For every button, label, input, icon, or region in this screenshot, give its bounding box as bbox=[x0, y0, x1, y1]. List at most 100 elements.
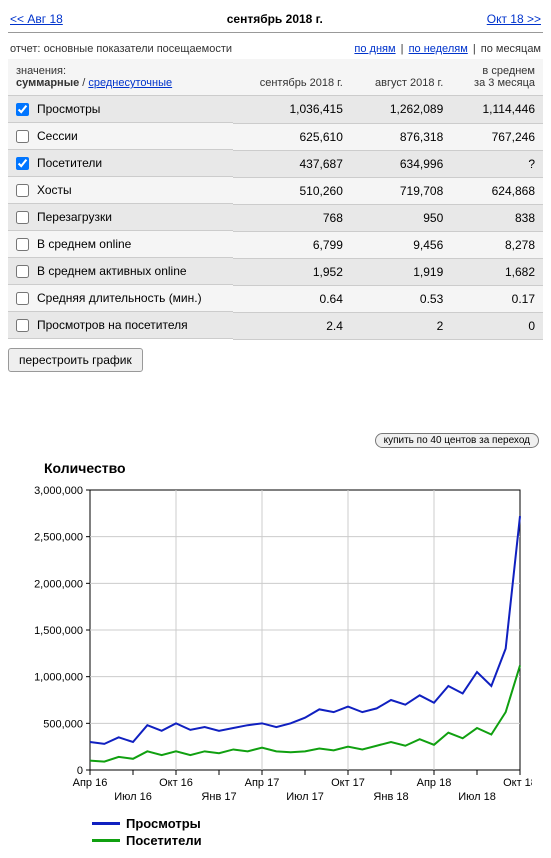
cell-prev: 2 bbox=[351, 312, 451, 339]
svg-text:Янв 17: Янв 17 bbox=[201, 791, 236, 803]
svg-text:2,500,000: 2,500,000 bbox=[34, 531, 83, 543]
separator: | bbox=[399, 43, 406, 55]
svg-text:Апр 18: Апр 18 bbox=[417, 777, 452, 789]
metric-checkbox[interactable] bbox=[16, 184, 29, 197]
cell-avg3m: ? bbox=[451, 150, 543, 177]
cell-avg3m: 1,682 bbox=[451, 258, 543, 285]
table-row: Просмотры 1,036,4151,262,0891,114,446 bbox=[8, 96, 543, 124]
cell-current: 2.4 bbox=[233, 312, 351, 339]
cell-prev: 1,919 bbox=[351, 258, 451, 285]
svg-text:Июл 16: Июл 16 bbox=[114, 791, 152, 803]
metric-checkbox[interactable] bbox=[16, 130, 29, 143]
svg-text:Окт 17: Окт 17 bbox=[331, 777, 365, 789]
metric-checkbox[interactable] bbox=[16, 211, 29, 224]
rebuild-chart-button[interactable]: перестроить график bbox=[8, 348, 143, 372]
cell-prev: 0.53 bbox=[351, 285, 451, 312]
svg-text:Окт 18: Окт 18 bbox=[503, 777, 532, 789]
legend-swatch-views bbox=[92, 822, 120, 825]
svg-text:1,500,000: 1,500,000 bbox=[34, 625, 83, 637]
prev-month-link[interactable]: << Авг 18 bbox=[10, 12, 63, 26]
report-label-text: основные показатели посещаемости bbox=[44, 43, 232, 55]
cell-current: 6,799 bbox=[233, 231, 351, 258]
table-row: Хосты 510,260719,708624,868 bbox=[8, 177, 543, 204]
cell-avg3m: 1,114,446 bbox=[451, 96, 543, 124]
metric-checkbox[interactable] bbox=[16, 238, 29, 251]
col-current-month: сентябрь 2018 г. bbox=[233, 59, 351, 96]
metric-checkbox[interactable] bbox=[16, 292, 29, 305]
table-row: Средняя длительность (мин.) 0.640.530.17 bbox=[8, 285, 543, 312]
chart-title: Количество bbox=[44, 460, 539, 476]
table-row: Сессии625,610876,318767,246 bbox=[8, 123, 543, 150]
metric-label: Хосты bbox=[37, 183, 72, 197]
svg-text:Июл 18: Июл 18 bbox=[458, 791, 496, 803]
values-mode: значения: суммарные / среднесуточные bbox=[16, 65, 225, 89]
table-row: В среднем online 6,7999,4568,278 bbox=[8, 231, 543, 258]
separator: | bbox=[471, 43, 478, 55]
chart-legend: Просмотры Посетители bbox=[92, 816, 539, 848]
cell-prev: 1,262,089 bbox=[351, 96, 451, 124]
metric-checkbox[interactable] bbox=[16, 103, 29, 116]
cell-current: 510,260 bbox=[233, 177, 351, 204]
table-row: Посетители 437,687634,996? bbox=[8, 150, 543, 177]
cell-avg3m: 838 bbox=[451, 204, 543, 231]
values-sep: / bbox=[79, 77, 88, 89]
svg-text:Апр 16: Апр 16 bbox=[73, 777, 108, 789]
metric-label: Просмотры bbox=[37, 102, 100, 116]
svg-text:500,000: 500,000 bbox=[43, 718, 83, 730]
cell-current: 437,687 bbox=[233, 150, 351, 177]
cell-current: 768 bbox=[233, 204, 351, 231]
cell-current: 625,610 bbox=[233, 123, 351, 150]
svg-text:1,000,000: 1,000,000 bbox=[34, 671, 83, 683]
metric-label: Посетители bbox=[37, 156, 102, 170]
line-chart: 0 500,000 1,000,000 1,500,000 2,000,000 2,500… bbox=[12, 480, 532, 810]
period-weeks[interactable]: по неделям bbox=[409, 43, 468, 55]
svg-text:3,000,000: 3,000,000 bbox=[34, 485, 83, 497]
cell-avg3m: 0 bbox=[451, 312, 543, 339]
legend-item-views: Просмотры bbox=[92, 816, 539, 831]
values-label: значения: bbox=[16, 65, 66, 77]
stats-table: значения: суммарные / среднесуточные сен… bbox=[8, 59, 543, 340]
cell-avg3m: 767,246 bbox=[451, 123, 543, 150]
svg-text:Июл 17: Июл 17 bbox=[286, 791, 324, 803]
table-row: Просмотров на посетителя 2.420 bbox=[8, 312, 543, 339]
period-tabs: по дням | по неделям | по месяцам bbox=[354, 43, 541, 55]
legend-item-visitors: Посетители bbox=[92, 833, 539, 848]
cell-current: 0.64 bbox=[233, 285, 351, 312]
current-month-title: сентябрь 2018 г. bbox=[227, 12, 323, 26]
values-avg-link[interactable]: среднесуточные bbox=[88, 77, 172, 89]
cell-avg3m: 624,868 bbox=[451, 177, 543, 204]
legend-swatch-visitors bbox=[92, 839, 120, 842]
metric-label: Средняя длительность (мин.) bbox=[37, 291, 202, 305]
svg-text:Апр 17: Апр 17 bbox=[245, 777, 280, 789]
month-nav: << Авг 18 сентябрь 2018 г. Окт 18 >> bbox=[8, 8, 543, 33]
cell-avg3m: 0.17 bbox=[451, 285, 543, 312]
legend-label-visitors: Посетители bbox=[126, 833, 202, 848]
report-label-prefix: отчет: bbox=[10, 43, 44, 55]
table-row: В среднем активных online 1,9521,9191,682 bbox=[8, 258, 543, 285]
next-month-link[interactable]: Окт 18 >> bbox=[487, 12, 541, 26]
metric-checkbox[interactable] bbox=[16, 157, 29, 170]
metric-label: Просмотров на посетителя bbox=[37, 318, 188, 332]
cell-prev: 9,456 bbox=[351, 231, 451, 258]
report-header: отчет: основные показатели посещаемости … bbox=[8, 33, 543, 59]
cell-prev: 876,318 bbox=[351, 123, 451, 150]
col-avg-3m: в среднемза 3 месяца bbox=[451, 59, 543, 96]
svg-text:2,000,000: 2,000,000 bbox=[34, 578, 83, 590]
report-label: отчет: основные показатели посещаемости bbox=[10, 43, 232, 55]
cell-current: 1,036,415 bbox=[233, 96, 351, 124]
metric-label: В среднем online bbox=[37, 237, 131, 251]
cell-avg3m: 8,278 bbox=[451, 231, 543, 258]
period-months: по месяцам bbox=[481, 43, 541, 55]
chart-container: Количество 0 500,000 1,000,000 1,500,000 2,0… bbox=[8, 460, 543, 848]
svg-text:0: 0 bbox=[77, 765, 83, 777]
svg-text:Окт 16: Окт 16 bbox=[159, 777, 193, 789]
metric-checkbox[interactable] bbox=[16, 319, 29, 332]
metric-label: В среднем активных online bbox=[37, 264, 187, 278]
buy-traffic-button[interactable]: купить по 40 центов за переход bbox=[375, 433, 539, 448]
cell-current: 1,952 bbox=[233, 258, 351, 285]
cell-prev: 634,996 bbox=[351, 150, 451, 177]
values-total: суммарные bbox=[16, 77, 79, 89]
period-days[interactable]: по дням bbox=[354, 43, 395, 55]
cell-prev: 719,708 bbox=[351, 177, 451, 204]
metric-checkbox[interactable] bbox=[16, 265, 29, 278]
